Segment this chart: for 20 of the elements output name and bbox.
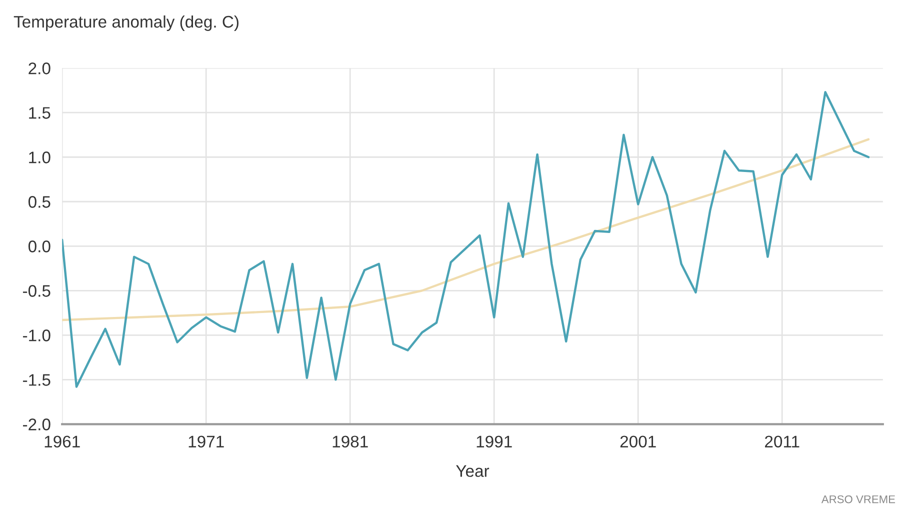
y-tick-label: -1.5 — [23, 374, 50, 386]
y-tick-label: -0.5 — [23, 285, 50, 297]
y-tick-label: 0.5 — [28, 196, 50, 208]
y-tick-label: -1.0 — [23, 330, 50, 342]
y-tick-label: 2.0 — [28, 62, 50, 74]
x-axis-title: Year — [456, 465, 490, 477]
x-tick-label: 1991 — [476, 436, 512, 448]
x-tick-label: 1981 — [332, 436, 368, 448]
y-tick-label: 1.5 — [29, 107, 50, 119]
line-series — [62, 91, 870, 388]
line-series — [62, 138, 870, 322]
text: ARSO VREME — [821, 495, 896, 504]
y-axis-title: Temperature anomaly (deg. C) — [14, 15, 238, 31]
x-tick-label: 1971 — [188, 436, 224, 448]
y-tick-label: -2.0 — [23, 418, 50, 430]
y-tick-label: 1.0 — [29, 152, 50, 164]
x-tick-label: 1961 — [44, 436, 80, 448]
x-tick-label: 2001 — [620, 436, 656, 448]
x-tick-label: 2011 — [765, 436, 800, 448]
y-tick-label: 0.0 — [28, 240, 50, 252]
